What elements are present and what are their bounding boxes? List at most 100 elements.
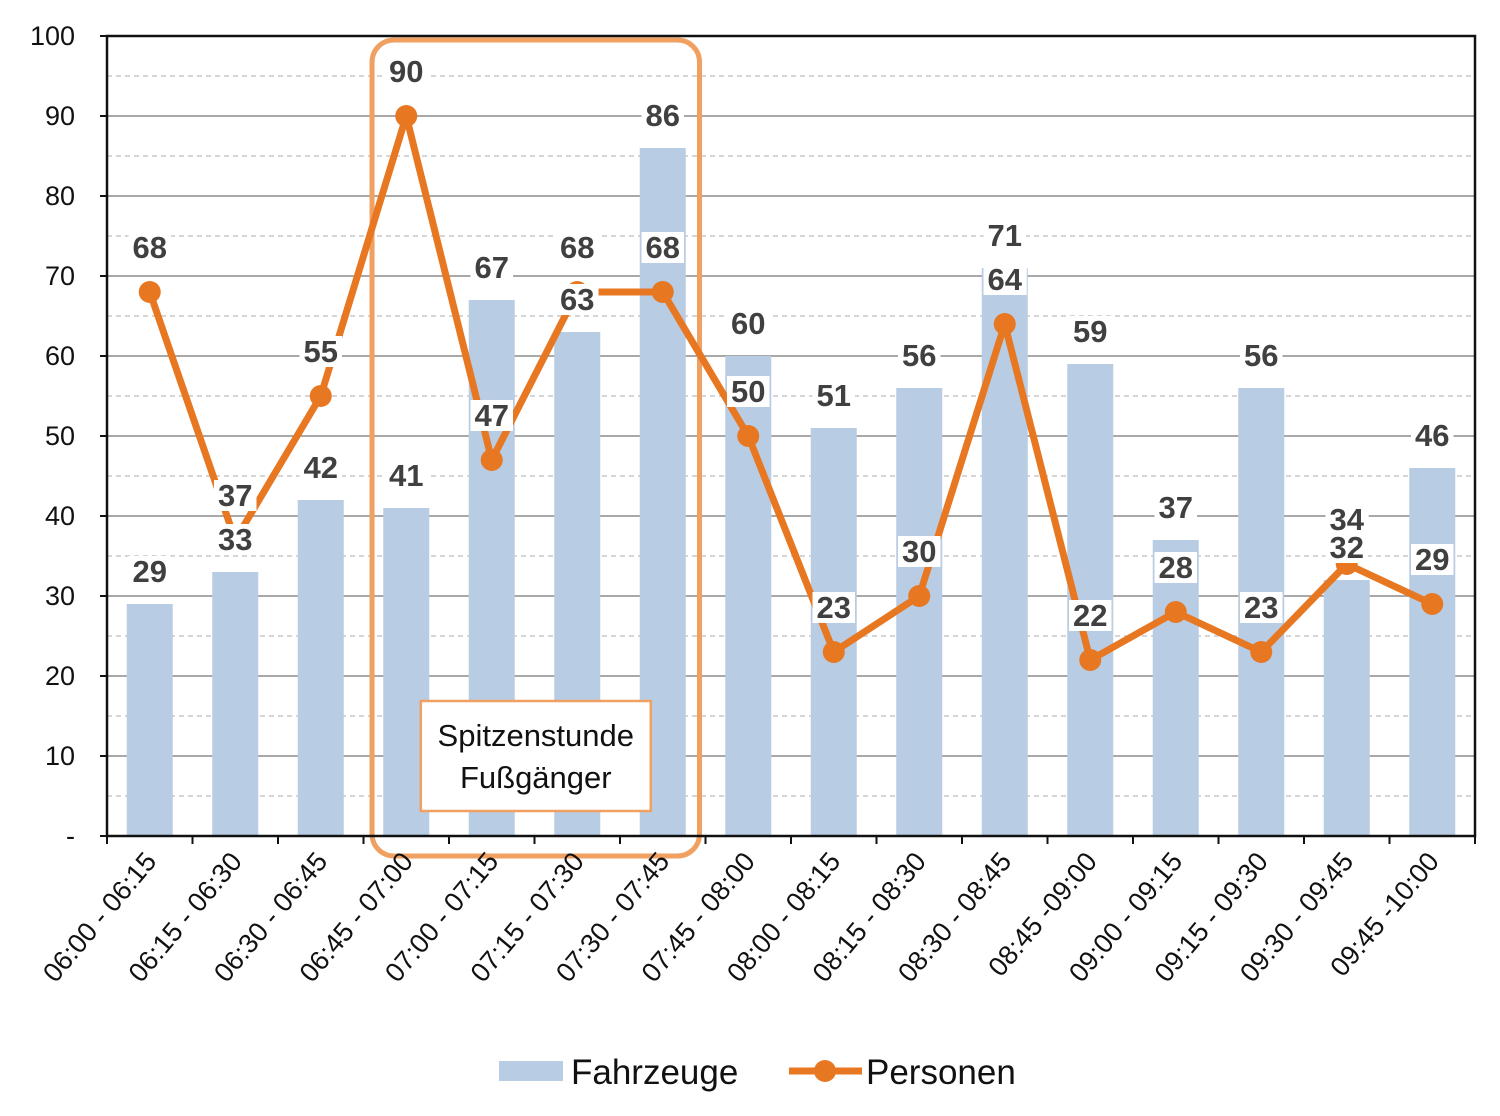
- data-label-bg: [727, 308, 770, 339]
- point-personen: [480, 449, 503, 471]
- data-label-bg: [1325, 532, 1368, 563]
- data-label-personen: 30: [902, 534, 936, 569]
- data-label-bg: [983, 264, 1027, 295]
- data-label-bg: [641, 232, 684, 263]
- data-label-personen: 29: [1415, 542, 1449, 577]
- data-label-bg: [812, 380, 855, 411]
- data-label-bg: [1411, 420, 1454, 451]
- point-personen: [138, 281, 161, 303]
- data-label-bg: [1325, 504, 1369, 535]
- data-label-bg: [812, 592, 855, 623]
- data-label-fahrzeuge: 41: [389, 458, 423, 493]
- data-label-bg: [1240, 592, 1283, 623]
- data-label-bg: [983, 220, 1026, 251]
- data-label-personen: 90: [389, 54, 423, 89]
- data-label-bg: [898, 340, 941, 371]
- bar-fahrzeuge: [1152, 540, 1199, 836]
- legend-label-personen: Personen: [866, 1053, 1016, 1092]
- bar-fahrzeuge: [126, 604, 173, 836]
- data-label-fahrzeuge: 56: [902, 338, 936, 373]
- point-personen: [993, 313, 1016, 335]
- point-personen: [908, 585, 931, 607]
- bar-fahrzeuge: [1323, 580, 1370, 836]
- legend-marker-personen: [814, 1060, 836, 1082]
- point-personen: [395, 105, 418, 127]
- data-label-fahrzeuge: 60: [731, 306, 765, 341]
- data-label-bg: [641, 100, 684, 131]
- data-label-personen: 28: [1159, 550, 1193, 585]
- data-label-fahrzeuge: 29: [133, 554, 167, 589]
- data-label-personen: 37: [218, 478, 252, 513]
- data-label-fahrzeuge: 67: [475, 250, 509, 285]
- data-label-personen: 55: [304, 334, 338, 369]
- legend-swatch-fahrzeuge: [499, 1061, 563, 1081]
- data-label-personen: 34: [1330, 502, 1365, 537]
- annotation-text: Fußgänger: [460, 760, 612, 795]
- point-personen: [651, 281, 674, 303]
- annotation-box: [419, 699, 653, 813]
- data-label-fahrzeuge: 42: [304, 450, 338, 485]
- data-label-bg: [128, 232, 171, 263]
- data-label-personen: 68: [646, 230, 680, 265]
- y-tick-label: 30: [45, 581, 75, 611]
- data-label-bg: [385, 460, 428, 491]
- data-label-fahrzeuge: 56: [1244, 338, 1278, 373]
- y-tick-label: 60: [45, 341, 75, 371]
- data-label-personen: 64: [988, 262, 1023, 297]
- legend-label-fahrzeuge: Fahrzeuge: [571, 1053, 738, 1092]
- point-personen: [1164, 601, 1187, 623]
- data-label-personen: 23: [817, 590, 851, 625]
- bar-fahrzeuge: [981, 268, 1028, 836]
- annotation-text: Spitzenstunde: [438, 718, 634, 753]
- data-label-bg: [1154, 552, 1197, 583]
- point-personen: [822, 641, 845, 663]
- data-label-personen: 23: [1244, 590, 1278, 625]
- data-label-personen: 50: [731, 374, 765, 409]
- data-label-bg: [1069, 600, 1112, 631]
- bar-fahrzeuge: [1409, 468, 1456, 836]
- y-tick-label: -: [66, 821, 75, 851]
- peak-hour-highlight-box: [369, 37, 703, 859]
- data-label-bg: [1154, 492, 1197, 523]
- data-label-bg: [1240, 340, 1283, 371]
- data-label-personen: 22: [1073, 598, 1107, 633]
- data-label-fahrzeuge: 59: [1073, 314, 1107, 349]
- point-personen: [1079, 649, 1102, 671]
- y-tick-label: 50: [45, 421, 75, 451]
- data-label-bg: [556, 232, 599, 263]
- bar-fahrzeuge: [297, 500, 344, 836]
- point-personen: [309, 385, 332, 407]
- data-label-bg: [470, 252, 513, 283]
- data-label-fahrzeuge: 63: [560, 282, 594, 317]
- data-label-fahrzeuge: 32: [1330, 530, 1364, 565]
- data-label-fahrzeuge: 46: [1415, 418, 1449, 453]
- data-label-fahrzeuge: 71: [988, 218, 1022, 253]
- point-personen: [1250, 641, 1273, 663]
- data-label-bg: [128, 556, 171, 587]
- bar-fahrzeuge: [810, 428, 857, 836]
- y-tick-label: 100: [30, 21, 75, 51]
- data-label-fahrzeuge: 37: [1159, 490, 1193, 525]
- data-label-bg: [299, 452, 342, 483]
- data-label-fahrzeuge: 51: [817, 378, 851, 413]
- bar-fahrzeuge: [896, 388, 943, 836]
- y-tick-label: 70: [45, 261, 75, 291]
- y-tick-label: 10: [45, 741, 75, 771]
- data-label-bg: [299, 336, 342, 367]
- data-label-personen: 68: [133, 230, 167, 265]
- point-personen: [737, 425, 760, 447]
- data-label-personen: 47: [475, 398, 509, 433]
- data-label-bg: [898, 536, 941, 567]
- point-personen: [1421, 593, 1444, 615]
- data-label-bg: [1069, 316, 1112, 347]
- data-label-bg: [470, 400, 513, 431]
- line-personen: [146, 112, 1434, 664]
- data-label-bg: [556, 284, 599, 315]
- data-label-personen: 68: [560, 230, 594, 265]
- y-tick-label: 20: [45, 661, 75, 691]
- data-label-bg: [727, 376, 770, 407]
- data-label-fahrzeuge: 86: [646, 98, 680, 133]
- y-tick-label: 90: [45, 101, 75, 131]
